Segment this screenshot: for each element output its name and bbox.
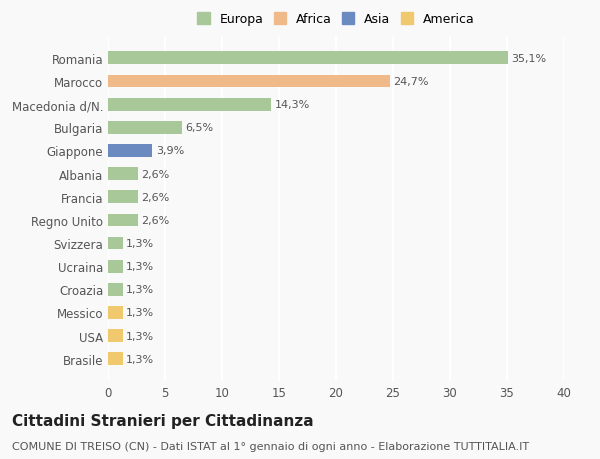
Text: 2,6%: 2,6%: [141, 169, 169, 179]
Text: 14,3%: 14,3%: [274, 100, 310, 110]
Bar: [108, 260, 123, 273]
Text: 1,3%: 1,3%: [126, 239, 154, 248]
Text: 3,9%: 3,9%: [156, 146, 184, 156]
Text: 24,7%: 24,7%: [393, 77, 428, 87]
Bar: [108, 214, 137, 227]
Bar: [108, 122, 182, 134]
Bar: [108, 330, 123, 342]
Bar: [108, 353, 123, 365]
Text: 1,3%: 1,3%: [126, 308, 154, 318]
Bar: [108, 307, 123, 319]
Text: 1,3%: 1,3%: [126, 354, 154, 364]
Text: Cittadini Stranieri per Cittadinanza: Cittadini Stranieri per Cittadinanza: [12, 413, 314, 428]
Bar: [108, 237, 123, 250]
Bar: [108, 191, 137, 204]
Bar: [108, 168, 137, 180]
Text: 6,5%: 6,5%: [185, 123, 214, 133]
Text: COMUNE DI TREISO (CN) - Dati ISTAT al 1° gennaio di ogni anno - Elaborazione TUT: COMUNE DI TREISO (CN) - Dati ISTAT al 1°…: [12, 441, 529, 451]
Text: 1,3%: 1,3%: [126, 262, 154, 272]
Text: 2,6%: 2,6%: [141, 192, 169, 202]
Text: 35,1%: 35,1%: [512, 54, 547, 64]
Text: 2,6%: 2,6%: [141, 215, 169, 225]
Bar: [108, 283, 123, 296]
Bar: [108, 75, 389, 88]
Bar: [108, 52, 508, 65]
Text: 1,3%: 1,3%: [126, 285, 154, 295]
Text: 1,3%: 1,3%: [126, 331, 154, 341]
Bar: [108, 99, 271, 111]
Bar: [108, 145, 152, 157]
Legend: Europa, Africa, Asia, America: Europa, Africa, Asia, America: [194, 11, 478, 29]
